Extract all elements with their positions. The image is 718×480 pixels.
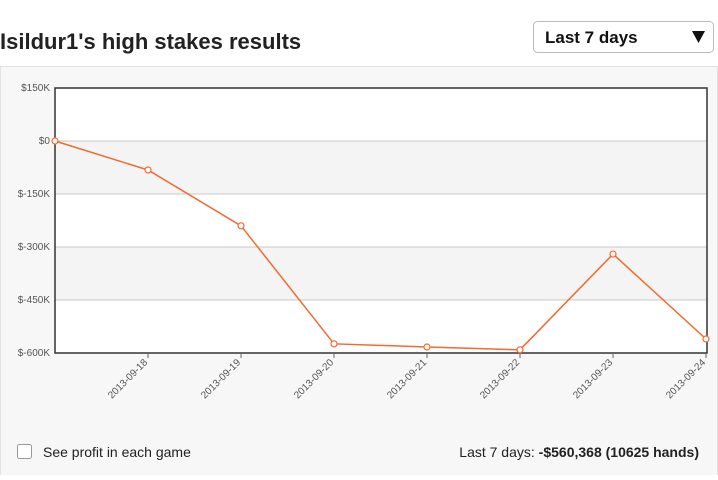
plot-band bbox=[55, 141, 707, 194]
dropdown-arrow[interactable] bbox=[692, 31, 705, 43]
point bbox=[516, 346, 524, 354]
plot-band bbox=[55, 247, 707, 300]
range-dropdown[interactable]: Last 7 days bbox=[533, 21, 714, 53]
y-tick-label: $-150K bbox=[18, 189, 51, 200]
plot: $-600K$-450K$-300K$-150K$0$150K2013-09-1… bbox=[18, 83, 710, 401]
profit-checkbox[interactable]: See profit in each game bbox=[17, 444, 192, 460]
summary-label: Last 7 days: bbox=[459, 444, 535, 460]
y-tick-label: $0 bbox=[39, 136, 51, 147]
checkbox-label[interactable]: See profit in each game bbox=[43, 444, 191, 460]
point bbox=[144, 166, 152, 174]
point bbox=[609, 250, 617, 258]
point bbox=[702, 335, 710, 343]
point bbox=[51, 137, 59, 145]
page-title: Isildur1's high stakes results bbox=[0, 29, 301, 54]
plot-border bbox=[54, 87, 708, 354]
y-tick-label: $-300K bbox=[18, 242, 51, 253]
y-tick-label: $150K bbox=[21, 83, 50, 94]
dropdown-box[interactable] bbox=[533, 21, 714, 53]
y-tick-label: $-600K bbox=[18, 348, 51, 359]
summary: Last 7 days: -$560,368 (10625 hands) bbox=[459, 444, 699, 460]
point bbox=[237, 222, 245, 230]
profit-line bbox=[54, 140, 707, 351]
point bbox=[330, 340, 338, 348]
y-tick-label: $-450K bbox=[18, 295, 51, 306]
plot-area bbox=[55, 88, 707, 353]
dropdown-label[interactable]: Last 7 days bbox=[545, 28, 638, 47]
point bbox=[423, 343, 431, 351]
summary-value: -$560,368 (10625 hands) bbox=[539, 444, 699, 460]
checkbox[interactable] bbox=[17, 444, 32, 459]
